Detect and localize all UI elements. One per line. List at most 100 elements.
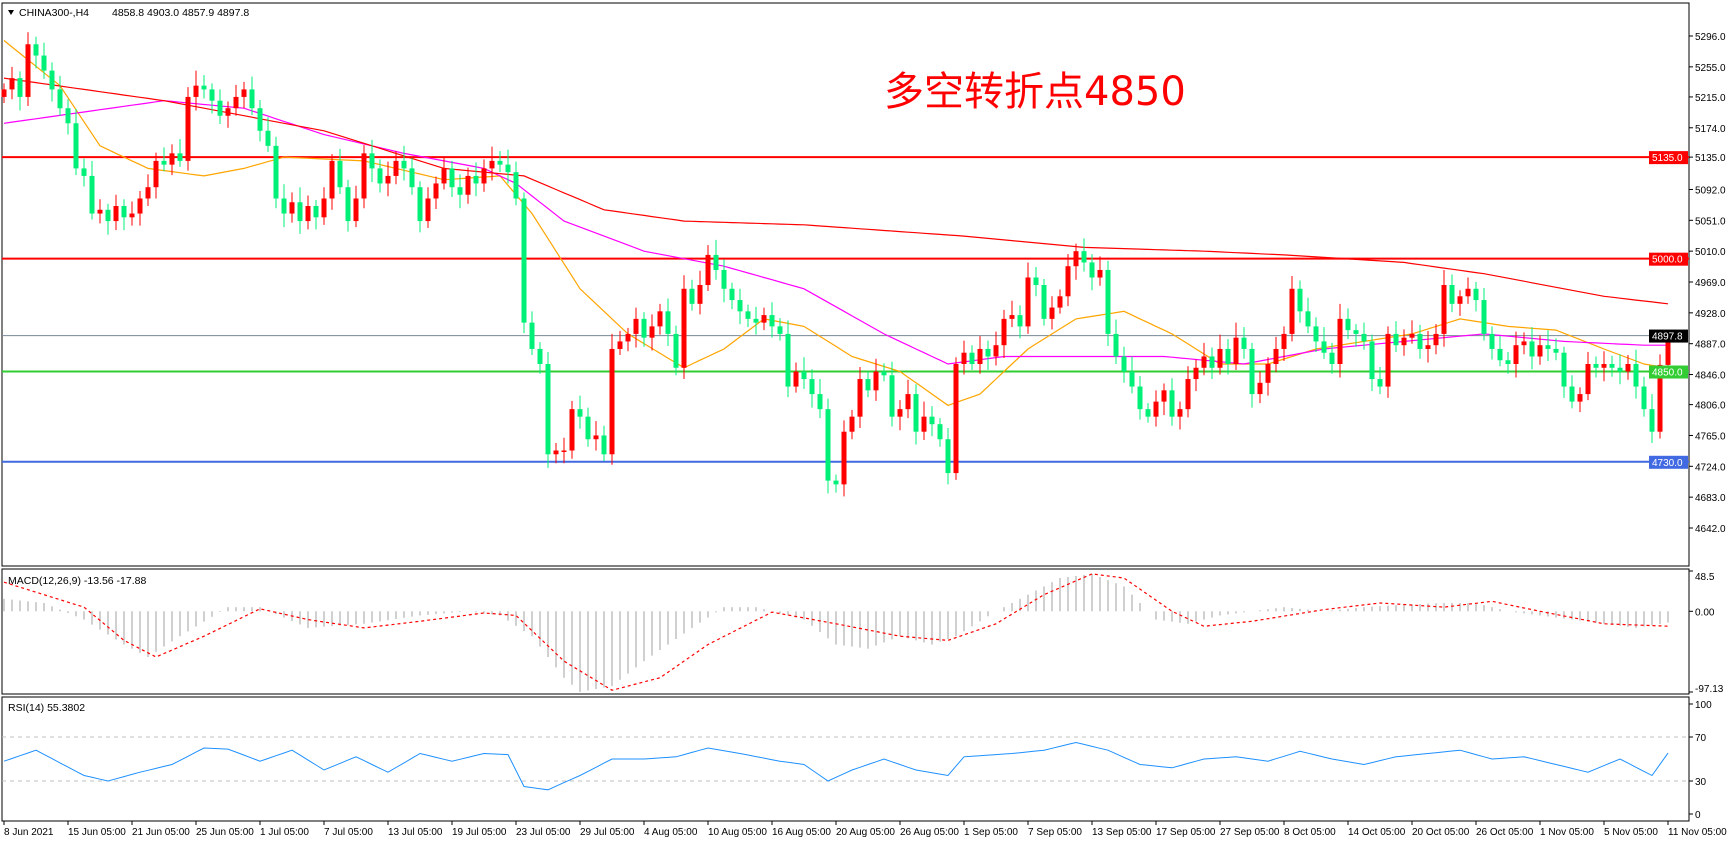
- candle-bullish: [553, 442, 559, 464]
- candle-body: [1241, 337, 1247, 349]
- candle-body: [745, 311, 751, 319]
- candle-bearish: [1145, 403, 1151, 423]
- candle-bearish: [1417, 324, 1423, 359]
- candle-body: [25, 44, 31, 97]
- candle-body: [1561, 352, 1567, 387]
- candle-body: [1, 89, 7, 97]
- candle-body: [1601, 364, 1607, 368]
- candle-bullish: [681, 275, 687, 380]
- candle-bearish: [737, 288, 743, 325]
- candle-body: [481, 168, 487, 184]
- candle-bullish: [761, 307, 767, 331]
- candle-body: [1385, 333, 1391, 387]
- candle-bullish: [1161, 383, 1167, 416]
- candle-body: [65, 108, 71, 124]
- candle-bearish: [1089, 254, 1095, 291]
- candle-bearish: [889, 361, 895, 427]
- time-tick-label: 20 Oct 05:00: [1412, 827, 1470, 838]
- candle-bullish: [9, 66, 15, 100]
- chart-header: CHINA300-,H4 4858.8 4903.0 4857.9 4897.8: [8, 7, 249, 19]
- candle-body: [1441, 285, 1447, 334]
- candle-bearish: [1489, 326, 1495, 360]
- candle-body: [329, 160, 335, 199]
- candle-body: [1649, 409, 1655, 432]
- candle-body: [849, 416, 855, 432]
- price-level-label-bg: [1649, 252, 1688, 266]
- time-tick-label: 25 Jun 05:00: [196, 827, 254, 838]
- candle-bullish: [1385, 326, 1391, 398]
- candle-body: [1577, 394, 1583, 402]
- candle-bullish: [433, 176, 439, 210]
- candle-bearish: [161, 147, 167, 172]
- candle-bullish: [1, 83, 7, 103]
- candle-body: [1033, 277, 1039, 286]
- candle-body: [465, 175, 471, 195]
- candle-bullish: [97, 199, 103, 224]
- price-level-label: 4850.0: [1652, 368, 1683, 379]
- symbol-label: CHINA300-,H4: [19, 7, 89, 19]
- candle-body: [1009, 315, 1015, 319]
- candle-bearish: [1017, 305, 1023, 339]
- candle-body: [1057, 296, 1063, 308]
- candle-bearish: [457, 174, 463, 209]
- candle-bearish: [577, 395, 583, 429]
- candle-bearish: [297, 187, 303, 234]
- time-tick-label: 11 Nov 05:00: [1668, 827, 1727, 838]
- candle-body: [89, 175, 95, 214]
- candle-body: [1617, 367, 1623, 372]
- candle-bearish: [1449, 274, 1455, 313]
- candle-body: [1465, 288, 1471, 297]
- candle-body: [561, 450, 567, 453]
- candle-bullish: [593, 421, 599, 451]
- candle-body: [601, 435, 607, 455]
- candle-bullish: [329, 154, 335, 210]
- candle-body: [1585, 364, 1591, 395]
- macd-pane[interactable]: [1, 568, 1690, 695]
- candle-body: [1289, 288, 1295, 334]
- candle-body: [841, 431, 847, 485]
- candle-bearish: [1113, 319, 1119, 364]
- candle-body: [1257, 382, 1263, 395]
- candle-body: [785, 333, 791, 387]
- candle-bearish: [89, 160, 95, 220]
- candle-body: [641, 318, 647, 338]
- candle-bearish: [473, 162, 479, 197]
- candle-body: [1545, 345, 1551, 349]
- candle-bearish: [825, 398, 831, 494]
- candle-bearish: [985, 340, 991, 371]
- candle-bullish: [1625, 354, 1631, 380]
- candle-body: [1313, 326, 1319, 342]
- candle-bullish: [705, 245, 711, 292]
- candle-bullish: [1601, 351, 1607, 382]
- candle-body: [1129, 371, 1135, 387]
- candle-bullish: [441, 156, 447, 190]
- candle-body: [361, 153, 367, 199]
- candle-body: [673, 333, 679, 368]
- time-tick-label: 14 Oct 05:00: [1348, 827, 1406, 838]
- candle-bearish: [1377, 367, 1383, 395]
- candle-bearish: [1081, 238, 1087, 272]
- candle-body: [1273, 348, 1279, 364]
- candle-bearish: [1041, 278, 1047, 326]
- candle-body: [753, 318, 759, 323]
- candle-body: [1305, 311, 1311, 327]
- candle-bearish: [505, 149, 511, 184]
- candle-body: [1393, 333, 1399, 346]
- dropdown-triangle-icon[interactable]: [8, 10, 14, 15]
- candle-body: [969, 352, 975, 364]
- price-level-label: 4730.0: [1652, 458, 1683, 469]
- candle-bearish: [753, 306, 759, 335]
- rsi-pane[interactable]: [1, 696, 1690, 822]
- candle-body: [1209, 356, 1215, 368]
- candle-bullish: [1513, 331, 1519, 378]
- main-pane[interactable]: [1, 2, 1690, 567]
- candle-body: [1377, 379, 1383, 387]
- candle-body: [209, 89, 215, 101]
- time-tick-label: 1 Sep 05:00: [964, 827, 1018, 838]
- candle-body: [1089, 262, 1095, 278]
- rsi-tick-label: 0: [1695, 810, 1701, 821]
- candle-body: [1657, 364, 1663, 432]
- candle-bearish: [545, 351, 551, 468]
- candle-bullish: [1153, 390, 1159, 427]
